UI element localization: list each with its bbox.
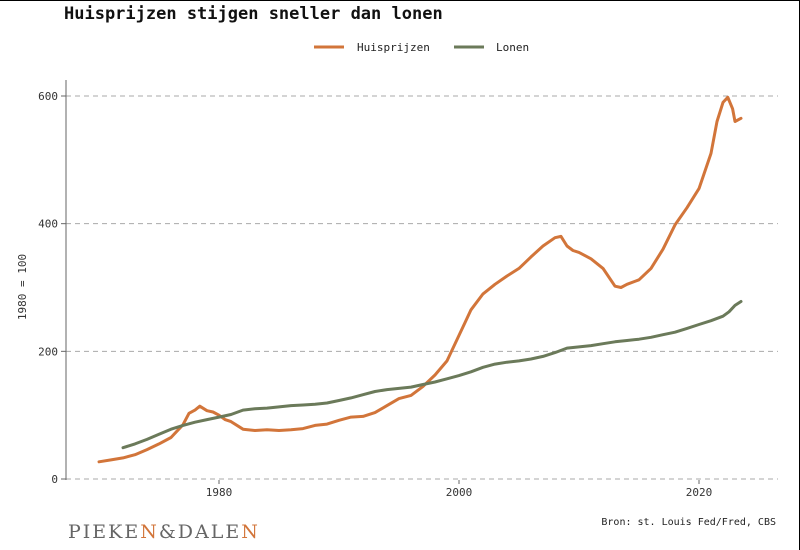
tick-labels: 0 200 400 600 1980 2000 2020: [38, 90, 712, 499]
series-line-lonen: [121, 300, 743, 450]
y-tick-label-600: 600: [38, 90, 58, 103]
logo-ampersand: &: [158, 521, 178, 543]
legend-label-lonen: Lonen: [496, 41, 529, 54]
chart-title: Huisprijzen stijgen sneller dan lonen: [64, 4, 443, 24]
grid-lines: [66, 95, 778, 480]
frame-top-border: [0, 0, 800, 1]
legend: Huisprijzen Lonen: [314, 41, 529, 54]
series-lines: [97, 95, 743, 464]
logo-part-2: DALE: [177, 521, 242, 543]
series-line-huisprijzen: [97, 95, 743, 464]
x-tick-label-1980: 1980: [206, 486, 233, 499]
x-tick-label-2000: 2000: [446, 486, 473, 499]
logo-part-1: PIEKE: [68, 521, 141, 543]
y-tick-label-0: 0: [51, 473, 58, 486]
y-tick-label-400: 400: [38, 218, 58, 231]
legend-label-huisprijzen: Huisprijzen: [357, 41, 430, 54]
logo-n-2: N: [241, 521, 260, 543]
logo-n-1: N: [140, 521, 159, 543]
y-axis-label: 1980 = 100: [16, 254, 29, 320]
brand-logo: PIEKEN&DALEN: [68, 521, 260, 543]
source-note: Bron: st. Louis Fed/Fred, CBS: [601, 517, 776, 528]
y-tick-label-200: 200: [38, 345, 58, 358]
x-tick-label-2020: 2020: [686, 486, 713, 499]
